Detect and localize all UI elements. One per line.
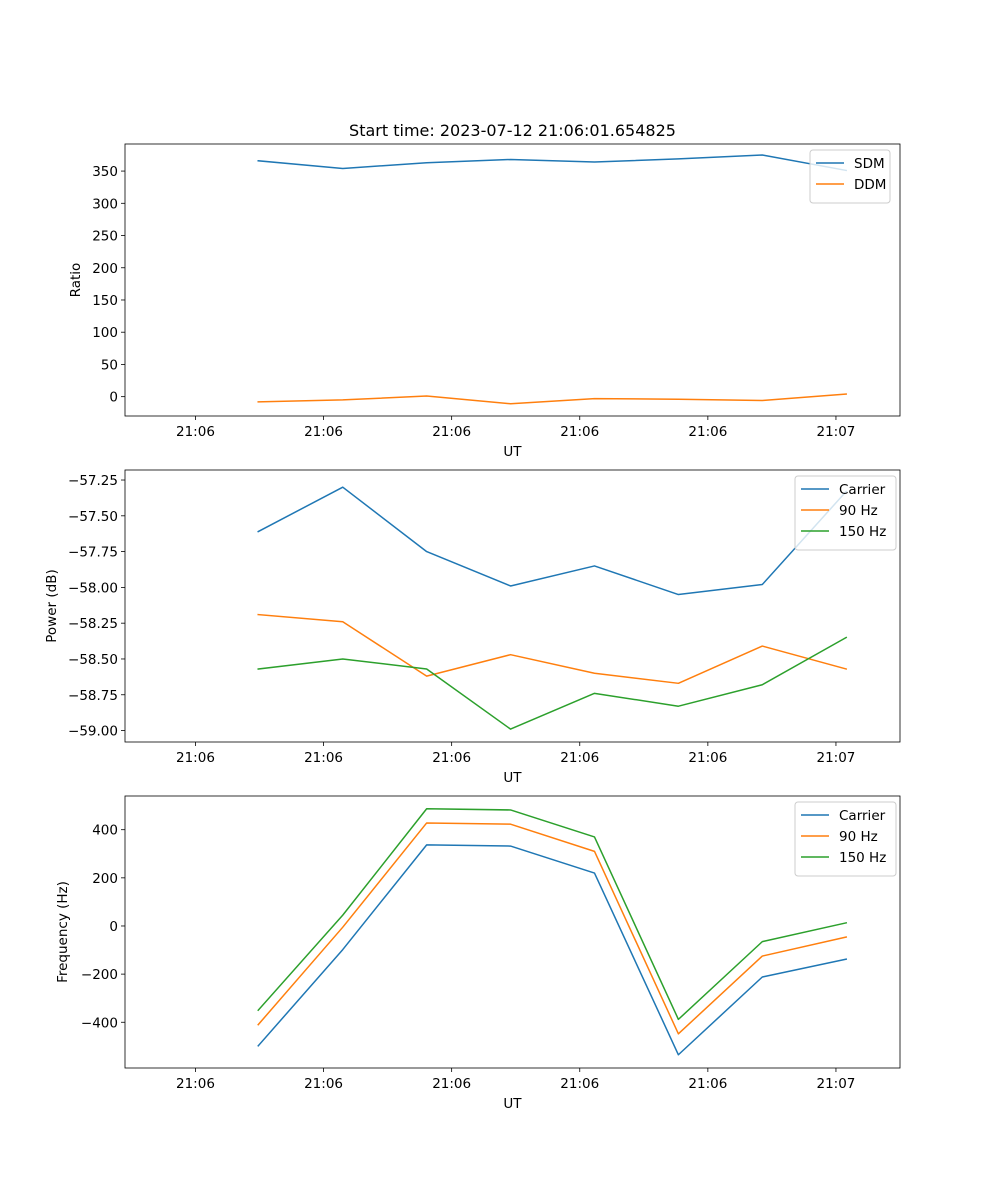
- y-tick-label: −58.75: [68, 688, 118, 704]
- chart-panel-3: 21:06 21:06 21:06 21:06 21:06 21:07 −400 −200 0 2…: [55, 795, 901, 1112]
- y-tick-label: −58.25: [68, 616, 118, 632]
- y-tick-label: 200: [92, 871, 118, 887]
- x-tick-label: 21:06: [560, 1076, 599, 1092]
- y-axis-label: Frequency (Hz): [55, 881, 71, 983]
- legend: Carrier 90 Hz 150 Hz: [794, 475, 897, 551]
- x-tick-label: 21:06: [560, 424, 599, 440]
- y-tick-label: −58.00: [68, 580, 118, 596]
- x-tick-label: 21:06: [688, 424, 727, 440]
- x-axis-label: UT: [503, 1096, 522, 1112]
- x-tick-label: 21:06: [304, 750, 343, 766]
- y-tick-label: 250: [92, 229, 118, 245]
- y-tick-label: 0: [109, 390, 118, 406]
- legend: Carrier 90 Hz 150 Hz: [794, 801, 897, 877]
- y-tick-label: 150: [92, 293, 118, 309]
- series-line-150-hz: [257, 636, 848, 730]
- axes-frame: [124, 469, 901, 743]
- legend-label: 150 Hz: [839, 524, 886, 540]
- y-axis-label: Power (dB): [44, 569, 60, 642]
- series-line-carrier: [257, 844, 848, 1056]
- x-tick-label: 21:06: [432, 750, 471, 766]
- chart-title: Start time: 2023-07-12 21:06:01.654825: [349, 121, 676, 140]
- x-axis-label: UT: [503, 770, 522, 786]
- legend-label: 90 Hz: [839, 829, 878, 845]
- y-tick-label: −57.50: [68, 509, 118, 525]
- axes-frame: [124, 143, 901, 417]
- x-tick-label: 21:06: [176, 424, 215, 440]
- x-tick-label: 21:06: [304, 1076, 343, 1092]
- y-tick-label: −200: [81, 967, 118, 983]
- x-axis-label: UT: [503, 444, 522, 460]
- x-tick-label: 21:06: [304, 424, 343, 440]
- y-tick-label: −59.00: [68, 724, 118, 740]
- x-tick-label: 21:07: [816, 1076, 855, 1092]
- y-tick-label: −58.50: [68, 652, 118, 668]
- legend-label: 150 Hz: [839, 850, 886, 866]
- y-tick-label: −400: [81, 1015, 118, 1031]
- y-tick-label: 200: [92, 261, 118, 277]
- series-line-150-hz: [257, 808, 848, 1021]
- y-tick-label: 300: [92, 196, 118, 212]
- x-tick-label: 21:06: [176, 1076, 215, 1092]
- legend-label: 90 Hz: [839, 503, 878, 519]
- chart-panel-1: Start time: 2023-07-12 21:06:01.654825 21…: [68, 121, 901, 460]
- legend-label: SDM: [854, 156, 885, 172]
- y-tick-label: 50: [101, 357, 118, 373]
- y-axis-label: Ratio: [68, 263, 84, 298]
- legend-label: Carrier: [839, 808, 886, 824]
- y-tick-label: 400: [92, 823, 118, 839]
- legend: SDM DDM: [809, 149, 891, 204]
- series-line-90-hz: [257, 822, 848, 1035]
- x-tick-label: 21:06: [688, 750, 727, 766]
- y-tick-label: 100: [92, 325, 118, 341]
- x-tick-label: 21:06: [432, 1076, 471, 1092]
- y-tick-label: 0: [109, 919, 118, 935]
- x-tick-label: 21:06: [176, 750, 215, 766]
- axes-frame: [124, 795, 901, 1069]
- y-tick-label: −57.25: [68, 473, 118, 489]
- legend-label: Carrier: [839, 482, 886, 498]
- series-line-sdm: [257, 154, 848, 172]
- x-tick-label: 21:06: [432, 424, 471, 440]
- series-line-90-hz: [257, 613, 848, 685]
- chart-panel-2: 21:06 21:06 21:06 21:06 21:06 21:07 −59.00 −58.…: [44, 469, 901, 786]
- x-tick-label: 21:06: [560, 750, 599, 766]
- x-tick-label: 21:07: [816, 424, 855, 440]
- series-line-ddm: [257, 393, 848, 405]
- legend-label: DDM: [854, 177, 886, 193]
- y-tick-label: 350: [92, 164, 118, 180]
- y-tick-label: −57.75: [68, 545, 118, 561]
- series-line-carrier: [257, 486, 848, 596]
- x-tick-label: 21:07: [816, 750, 855, 766]
- x-tick-label: 21:06: [688, 1076, 727, 1092]
